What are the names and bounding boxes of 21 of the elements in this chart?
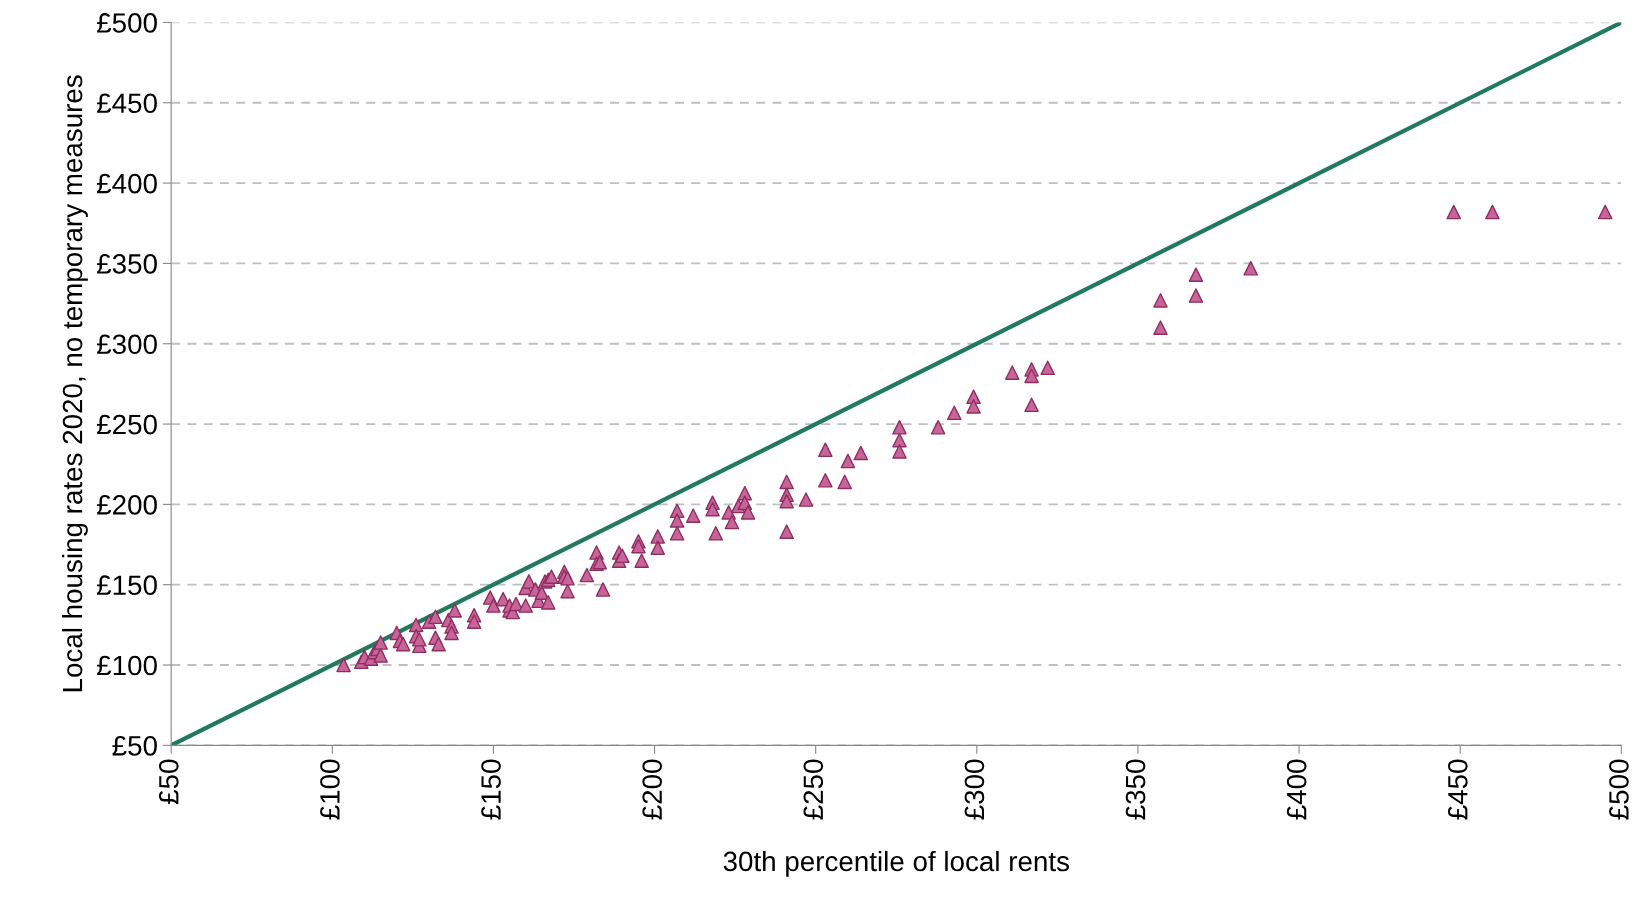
y-tick-label: £500 — [96, 13, 157, 33]
y-tick-label: £100 — [96, 655, 157, 676]
y-tick-label: £350 — [96, 254, 157, 274]
x-tick-label: £400 — [1286, 759, 1307, 820]
x-tick-label: £500 — [1609, 759, 1629, 820]
x-tick-label: £250 — [803, 759, 824, 820]
x-tick-label: £350 — [1125, 759, 1146, 820]
x-tick-label: £200 — [642, 759, 663, 820]
x-tick-label: £100 — [320, 759, 340, 820]
y-tick-label: £250 — [96, 414, 157, 435]
y-tick-label: £200 — [96, 495, 157, 515]
y-tick-label: £300 — [96, 334, 157, 355]
y-axis-title: Local housing rates 2020, no temporary measures — [61, 75, 88, 692]
x-tick-label: £450 — [1447, 759, 1468, 820]
y-tick-label: £150 — [96, 575, 157, 596]
y-tick-label: £50 — [112, 736, 157, 756]
x-tick-label: £300 — [964, 759, 985, 820]
y-tick-label: £400 — [96, 173, 157, 194]
x-axis-title: 30th percentile of local rents — [723, 850, 1069, 877]
y-tick-label: £450 — [96, 93, 157, 114]
x-tick-label: £150 — [481, 759, 501, 820]
